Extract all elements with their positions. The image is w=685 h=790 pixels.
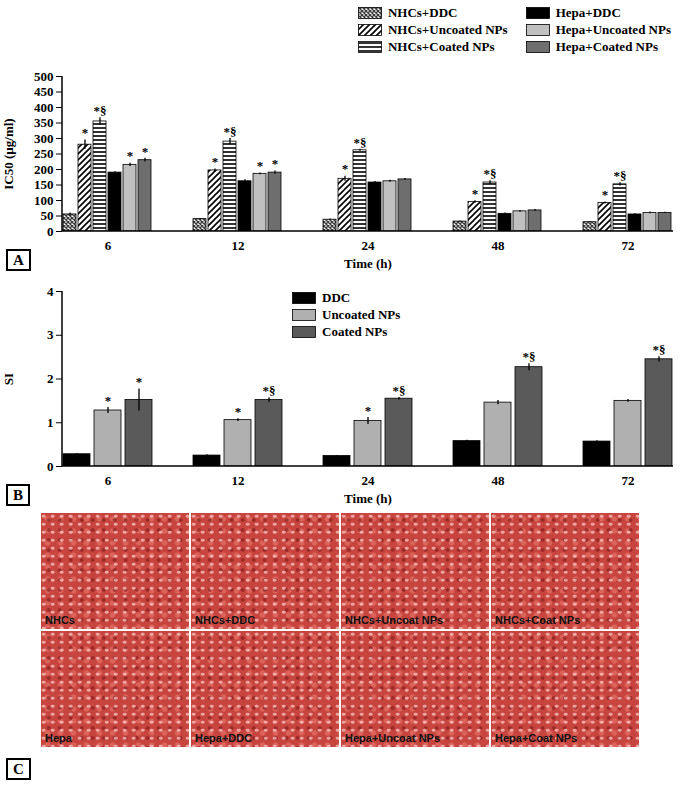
svg-text:12: 12: [232, 473, 245, 488]
svg-text:72: 72: [622, 473, 635, 488]
svg-text:100: 100: [34, 193, 54, 208]
html-text:Hepa+Coated NPs: Hepa+Coated NPs: [555, 38, 658, 54]
svg-text:0: 0: [47, 459, 54, 474]
svg-text:*§: *§: [354, 135, 367, 150]
svg-text:*: *: [136, 374, 143, 389]
svg-text:*§: *§: [523, 349, 536, 364]
svg-text:*§: *§: [484, 166, 497, 181]
svg-text:*: *: [235, 404, 242, 419]
svg-text:*§: *§: [224, 124, 237, 139]
html-text:Coated NPs: Coated NPs: [322, 323, 388, 339]
svg-text:500: 500: [34, 69, 54, 84]
svg-text:12: 12: [232, 238, 245, 253]
svg-text:50: 50: [41, 208, 54, 223]
html-text:C: C: [13, 761, 24, 777]
svg-text:150: 150: [34, 177, 54, 192]
svg-text:350: 350: [34, 115, 54, 130]
svg-text:72: 72: [622, 238, 635, 253]
html-text:Hepa: Hepa: [45, 732, 72, 744]
svg-text:48: 48: [492, 473, 506, 488]
svg-text:*§: *§: [263, 383, 276, 398]
svg-text:*§: *§: [653, 342, 666, 357]
svg-text:3: 3: [47, 327, 54, 342]
svg-text:*: *: [105, 393, 112, 408]
html-text:NHCs+Uncoat NPs: NHCs+Uncoat NPs: [345, 614, 444, 626]
html-text:NHCs+DDC: NHCs+DDC: [195, 614, 256, 626]
html-text:Hepa+Coat NPs: Hepa+Coat NPs: [495, 732, 578, 744]
svg-text:*§: *§: [614, 168, 627, 183]
svg-text:Time (h): Time (h): [344, 491, 392, 506]
svg-text:6: 6: [105, 473, 112, 488]
svg-text:*: *: [272, 156, 279, 171]
html-text:Hepa+DDC: Hepa+DDC: [555, 4, 621, 20]
svg-text:2: 2: [47, 371, 54, 386]
svg-text:*: *: [342, 161, 349, 176]
svg-text:*: *: [212, 154, 219, 169]
svg-text:IC50 (µg/ml): IC50 (µg/ml): [1, 118, 16, 189]
html-text:Uncoated NPs: Uncoated NPs: [322, 306, 401, 322]
html-text:NHCs+Coat NPs: NHCs+Coat NPs: [495, 614, 581, 626]
svg-text:200: 200: [34, 162, 54, 177]
html-text:Hepa+Uncoated NPs: Hepa+Uncoated NPs: [555, 21, 671, 37]
html-text:NHCs+Uncoated NPs: NHCs+Uncoated NPs: [387, 21, 508, 37]
svg-text:300: 300: [34, 131, 54, 146]
svg-text:24: 24: [362, 473, 376, 488]
svg-text:24: 24: [362, 238, 376, 253]
svg-text:*: *: [365, 403, 372, 418]
html-text:Hepa+Uncoat NPs: Hepa+Uncoat NPs: [345, 732, 441, 744]
svg-text:*: *: [142, 144, 149, 159]
html-text:A: A: [13, 252, 24, 268]
svg-text:*: *: [602, 187, 609, 202]
html-text:NHCs: NHCs: [45, 614, 75, 626]
svg-text:6: 6: [105, 238, 112, 253]
svg-text:48: 48: [492, 238, 506, 253]
svg-text:4: 4: [47, 284, 54, 299]
svg-text:1: 1: [47, 415, 54, 430]
html-text:B: B: [13, 487, 23, 503]
svg-text:400: 400: [34, 100, 54, 115]
html-text:DDC: DDC: [322, 289, 351, 305]
html-text:NHCs+DDC: NHCs+DDC: [387, 4, 458, 20]
html-text:Hepa+DDC: Hepa+DDC: [195, 732, 253, 744]
svg-text:Time (h): Time (h): [344, 256, 392, 271]
svg-text:*§: *§: [94, 103, 107, 118]
svg-text:*: *: [82, 125, 89, 140]
svg-text:250: 250: [34, 146, 54, 161]
html-text:NHCs+Coated NPs: NHCs+Coated NPs: [387, 38, 495, 54]
svg-text:*§: *§: [393, 383, 406, 398]
svg-text:0: 0: [47, 224, 54, 239]
svg-text:*: *: [472, 186, 479, 201]
svg-text:*: *: [127, 148, 134, 163]
svg-text:450: 450: [34, 84, 54, 99]
svg-text:SI: SI: [1, 373, 16, 385]
svg-text:*: *: [257, 158, 264, 173]
